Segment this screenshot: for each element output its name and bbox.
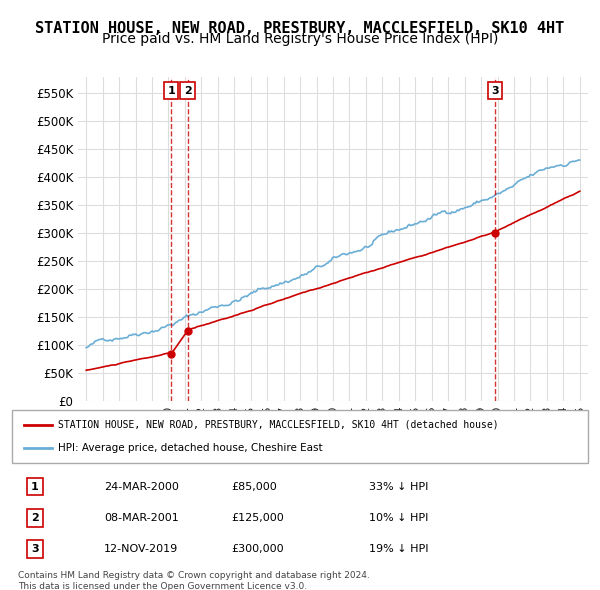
Text: 1: 1 [31,481,39,491]
Text: 2: 2 [31,513,39,523]
Text: Contains HM Land Registry data © Crown copyright and database right 2024.
This d: Contains HM Land Registry data © Crown c… [18,571,370,590]
Text: 3: 3 [31,544,39,554]
Text: 19% ↓ HPI: 19% ↓ HPI [369,544,428,554]
Text: 3: 3 [491,86,499,96]
Text: £125,000: £125,000 [231,513,284,523]
Text: 24-MAR-2000: 24-MAR-2000 [104,481,179,491]
Text: STATION HOUSE, NEW ROAD, PRESTBURY, MACCLESFIELD, SK10 4HT (detached house): STATION HOUSE, NEW ROAD, PRESTBURY, MACC… [58,420,499,430]
Text: 12-NOV-2019: 12-NOV-2019 [104,544,178,554]
Text: HPI: Average price, detached house, Cheshire East: HPI: Average price, detached house, Ches… [58,443,323,453]
Text: STATION HOUSE, NEW ROAD, PRESTBURY, MACCLESFIELD, SK10 4HT: STATION HOUSE, NEW ROAD, PRESTBURY, MACC… [35,21,565,35]
Text: 33% ↓ HPI: 33% ↓ HPI [369,481,428,491]
Text: 08-MAR-2001: 08-MAR-2001 [104,513,179,523]
Text: 1: 1 [167,86,175,96]
Text: 10% ↓ HPI: 10% ↓ HPI [369,513,428,523]
Text: Price paid vs. HM Land Registry's House Price Index (HPI): Price paid vs. HM Land Registry's House … [102,32,498,47]
Text: £300,000: £300,000 [231,544,284,554]
FancyBboxPatch shape [12,410,588,463]
Text: £85,000: £85,000 [231,481,277,491]
Text: 2: 2 [184,86,191,96]
